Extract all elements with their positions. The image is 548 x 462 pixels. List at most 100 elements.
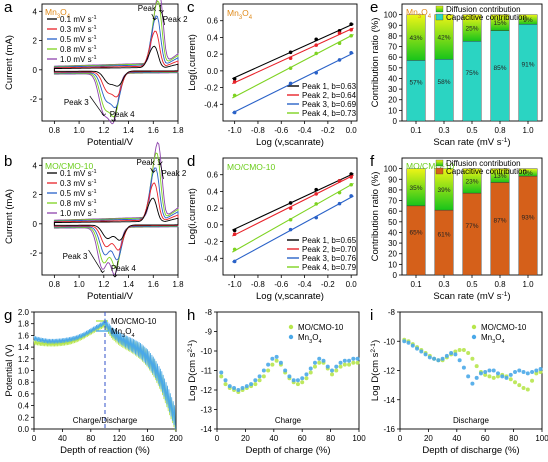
data-point-4-5 — [349, 33, 353, 38]
legend-label-1-sup: -1 — [92, 169, 97, 175]
legend-label-2-sup: -1 — [92, 25, 97, 31]
data-point-2-10 — [440, 356, 445, 361]
data-point-3-5 — [349, 194, 353, 198]
y-tick-label: 60 — [388, 207, 397, 216]
y-tick-label: 50 — [388, 218, 397, 227]
x-tick-label: 0.1 — [410, 126, 422, 135]
bar-capacitive-label: 75% — [465, 70, 478, 77]
legend-label-3-sup: -1 — [92, 35, 97, 41]
material-tag-sub1: 3 — [239, 15, 243, 21]
x-tick-label: 1.2 — [98, 280, 110, 289]
legend-label-2-sub1: 3 — [309, 339, 312, 345]
legend-label-3-base: 0.5 mV s — [60, 35, 92, 44]
panel-label-b: b — [4, 153, 12, 170]
data-point-2-25 — [504, 375, 509, 380]
data-point-1-13 — [453, 349, 458, 354]
y-axis-label-end: ) — [370, 340, 381, 343]
bar-capacitive-label: 85% — [493, 65, 506, 72]
legend-label-2: Mn3O4 — [298, 333, 322, 345]
y-tick-label: 0 — [33, 220, 38, 229]
bar-capacitive-label: 93% — [521, 215, 534, 222]
y-axis-label: Log D(cm s2-1) — [370, 340, 382, 401]
x-tick-label: 0.8 — [494, 126, 506, 135]
legend-label-capacitive: Capacitive contribution — [446, 13, 527, 22]
data-point-2-32 — [534, 368, 539, 373]
legend-label-4-base: 0.8 mV s — [60, 199, 92, 208]
y-tick-label: -0.2 — [204, 238, 218, 247]
data-point-2-23 — [495, 371, 500, 376]
legend-label-diffusion: Diffusion contribution — [446, 5, 521, 14]
y-axis-label-sup2: -1 — [187, 343, 194, 349]
data-point-1-28 — [517, 383, 522, 388]
bar-capacitive-0.8 — [490, 30, 510, 122]
data-point-1-10 — [257, 378, 262, 383]
y-axis-label: Contribution ratio (%) — [370, 18, 381, 108]
x-tick-label: 120 — [113, 434, 127, 443]
data-point-1-31 — [347, 362, 352, 367]
legend-label-2-sub2: 4 — [131, 333, 134, 339]
bar-diffusion-0.1 — [406, 14, 426, 61]
legend-label-1: 0.1 mV s-1 — [60, 15, 97, 24]
cv-curve-2 — [53, 182, 179, 251]
data-point-2-30 — [525, 371, 530, 376]
data-point-2-2 — [288, 56, 293, 61]
y-tick-label: 90 — [388, 21, 397, 30]
y-tick-label: -11 — [201, 367, 213, 376]
x-tick-label: 1.8 — [172, 280, 184, 289]
legend-label-2-mid: O — [125, 327, 131, 336]
y-tick-label: 20 — [388, 96, 397, 105]
bar-diffusion-label: 43% — [409, 35, 422, 42]
legend-label-5-sup: -1 — [92, 55, 97, 61]
legend-label-1: Peak 1, b=0.63 — [302, 82, 357, 91]
y-axis-label-base: Log D(cm — [187, 360, 198, 401]
data-point-2-23 — [312, 360, 317, 365]
panel-c-bvalue-mn3o4: c -0.4 -0.2 0.0 0.2 0.4 0.6 -1.0 -0.8 -0.6 -0.4 -0.… — [183, 0, 366, 154]
x-tick-label: 0.8 — [494, 280, 506, 289]
x-axis-label: Depth of charge (%) — [245, 445, 330, 456]
data-point-2-11 — [444, 353, 449, 358]
y-tick-label: -0.2 — [204, 84, 218, 93]
y-tick-label: 0.4 — [207, 33, 219, 42]
x-tick-label: 20 — [424, 434, 433, 443]
y-axis-label-sup1: 2 — [370, 349, 377, 353]
data-point-2-31 — [530, 369, 535, 374]
data-point-2-26 — [508, 372, 513, 377]
bar-capacitive-0.3 — [434, 209, 454, 276]
x-tick-label: 0.8 — [49, 126, 61, 135]
y-tick-label: 80 — [388, 186, 397, 195]
data-point-4-4 — [337, 41, 342, 45]
x-tick-label: 0.5 — [466, 280, 478, 289]
y-axis-label: Current (mA) — [4, 189, 15, 244]
material-tag-sub1: 3 — [418, 14, 422, 20]
x-tick-label: 1.4 — [123, 126, 135, 135]
y-axis-label: Log(i,current) — [187, 34, 198, 91]
y-tick-label: 30 — [388, 85, 397, 94]
bar-diffusion-label: 42% — [437, 34, 450, 41]
x-axis-label-sup: -1 — [502, 137, 508, 144]
y-tick-label: -0.4 — [204, 100, 218, 109]
legend-label-3: 0.5 mV s-1 — [60, 35, 97, 44]
data-point-2-17 — [287, 374, 292, 379]
data-point-1-17 — [470, 356, 475, 361]
fit-line-1 — [232, 173, 354, 231]
data-point-1-21 — [304, 376, 309, 381]
material-tag: Mn3O4 — [227, 8, 253, 21]
legend-label-2-base: 0.3 mV s — [60, 179, 92, 188]
y-tick-label: 40 — [388, 74, 397, 83]
data-point-2-2 — [288, 206, 293, 210]
x-axis-label-base: Scan rate (mV s — [433, 291, 501, 302]
panel-label-e: e — [370, 0, 378, 16]
data-point-4-1 — [232, 93, 237, 98]
legend-swatch-1 — [471, 324, 477, 330]
data-point-2-5 — [349, 27, 353, 32]
legend-label-3: Peak 3, b=0.69 — [302, 100, 357, 109]
legend-label-3: Peak 3, b=0.76 — [302, 254, 357, 263]
y-tick-label: 0 — [393, 271, 398, 280]
peak-4-arrow-head — [112, 274, 118, 278]
cv-curve-3 — [53, 167, 179, 261]
data-point-2-21 — [304, 372, 309, 377]
peak-2-arrow-head — [158, 161, 163, 165]
x-tick-label: -0.8 — [251, 126, 265, 135]
